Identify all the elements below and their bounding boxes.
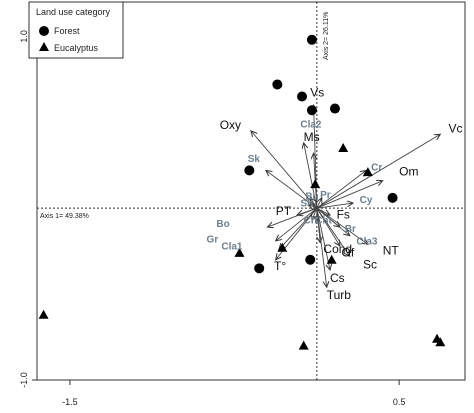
variable-label-bu: Bu xyxy=(305,192,318,203)
vector-arrow-oxy xyxy=(251,131,318,209)
vector-arrow-cy xyxy=(316,203,353,209)
variable-label-vc: Vc xyxy=(449,122,463,136)
axis-labels: Axis 1= 49.38% Axis 2= 26.11% xyxy=(40,12,330,220)
site-marker-eucalyptus xyxy=(326,254,337,264)
variable-label-om: Om xyxy=(399,165,418,179)
site-marker-eucalyptus xyxy=(435,337,446,347)
vector-arrow-sk xyxy=(266,170,318,209)
legend: Land use category Forest Eucalyptus xyxy=(28,1,124,59)
site-markers xyxy=(38,34,446,350)
site-marker-eucalyptus xyxy=(298,340,309,350)
y-tick-label: 1.0 xyxy=(19,30,29,43)
variable-label-cs: Cs xyxy=(330,271,345,285)
site-marker-eucalyptus xyxy=(310,179,321,189)
variable-label-nt: NT xyxy=(383,244,400,258)
y-tick-label: -1.0 xyxy=(19,372,29,388)
variable-label-cla3: Cla3 xyxy=(356,236,378,247)
site-marker-forest xyxy=(244,165,255,176)
variable-label-sh: Sh xyxy=(300,198,313,209)
vector-arrow-vc xyxy=(316,134,440,209)
variable-label-gr: Gr xyxy=(207,235,219,246)
variable-label-pr: Pr xyxy=(320,190,331,201)
variable-label-br: Br xyxy=(345,224,356,235)
site-marker-eucalyptus xyxy=(362,167,373,177)
reference-lines xyxy=(37,2,465,380)
site-marker-forest xyxy=(297,91,308,102)
legend-label-eucalyptus: Eucalyptus xyxy=(54,43,99,53)
variable-label-cond: Cond xyxy=(323,242,352,256)
vector-arrow-ch xyxy=(312,208,318,220)
variable-label-cla2: Cla2 xyxy=(300,119,322,130)
site-marker-forest xyxy=(329,103,340,114)
site-marker-eucalyptus xyxy=(338,143,349,153)
site-marker-forest xyxy=(306,105,317,116)
vector-arrow-bu xyxy=(310,198,318,209)
axis2-label: Axis 2= 26.11% xyxy=(323,12,330,60)
vector-arrow-sh xyxy=(309,205,318,208)
variable-label-cr: Cr xyxy=(371,162,382,173)
vector-arrow-gr xyxy=(276,207,318,241)
site-marker-forest xyxy=(254,263,265,274)
vector-arrow-cla3 xyxy=(316,207,350,235)
site-marker-eucalyptus xyxy=(38,309,49,319)
variable-label-sc: Sc xyxy=(363,257,377,271)
vector-arrow-om xyxy=(316,181,383,209)
x-tick-label: 0.5 xyxy=(393,397,406,407)
legend-title: Land use category xyxy=(36,7,111,17)
variable-label-cla1: Cla1 xyxy=(221,241,243,252)
site-marker-eucalyptus xyxy=(234,247,245,257)
vector-arrow-cla1 xyxy=(279,207,318,249)
vector-arrow-pr xyxy=(316,198,322,209)
legend-marker-eucalyptus xyxy=(39,42,49,51)
variable-label-cht: Cht xyxy=(315,216,332,227)
variable-label-bo: Bo xyxy=(216,219,229,230)
site-marker-forest xyxy=(306,34,317,45)
site-marker-eucalyptus xyxy=(277,242,288,252)
vector-arrow-cr xyxy=(316,170,366,209)
variable-label-fs: Fs xyxy=(337,207,350,221)
variable-label-oxy: Oxy xyxy=(220,118,241,132)
site-marker-forest xyxy=(387,192,398,203)
legend-label-forest: Forest xyxy=(54,26,80,36)
site-marker-forest xyxy=(305,254,316,265)
variable-label-cy: Cy xyxy=(360,195,373,206)
site-marker-forest xyxy=(272,79,283,90)
legend-marker-forest xyxy=(39,26,49,36)
plot-frame xyxy=(36,1,466,381)
variable-label-vs: Vs xyxy=(310,86,324,100)
vector-arrow-nt xyxy=(316,207,368,244)
variable-label-ms: Ms xyxy=(304,130,320,144)
variable-label-ch: Ch xyxy=(304,216,317,227)
vector-arrow-bo xyxy=(267,207,318,227)
x-tick-label: -1.5 xyxy=(62,397,78,407)
variable-label-turb: Turb xyxy=(327,288,352,302)
vector-arrow-sc xyxy=(316,207,350,256)
variable-label-sk: Sk xyxy=(248,154,261,165)
variable-label-t: T° xyxy=(274,259,286,273)
variable-label-pt: PT xyxy=(276,204,292,218)
axis1-label: Axis 1= 49.38% xyxy=(40,213,89,220)
variable-label-of: Of xyxy=(342,245,355,259)
